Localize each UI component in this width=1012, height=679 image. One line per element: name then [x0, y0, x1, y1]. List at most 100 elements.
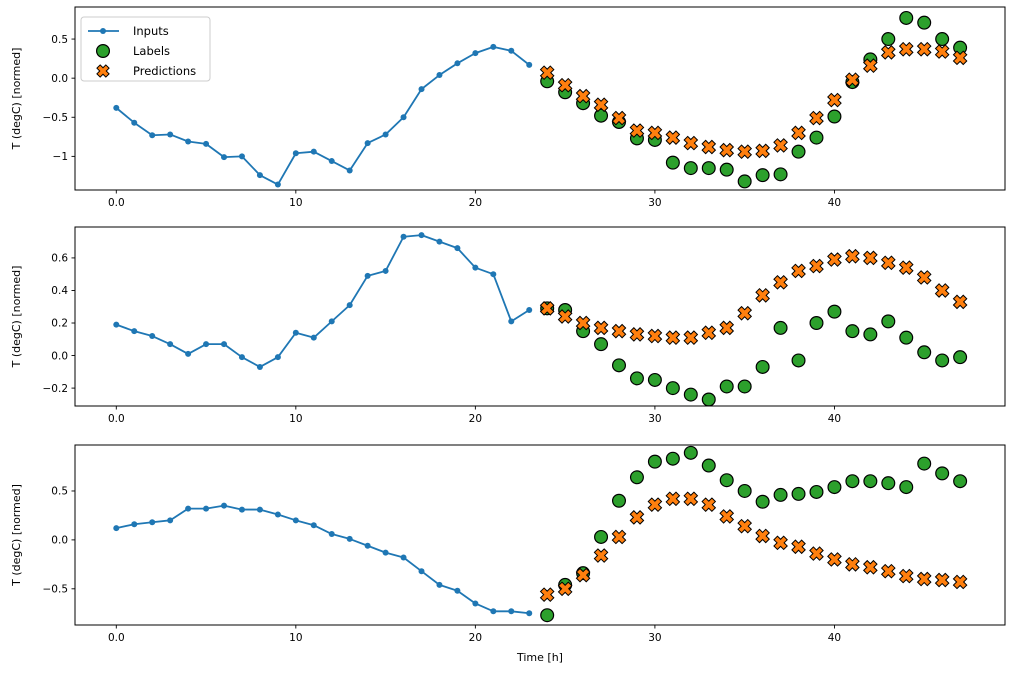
predictions-point	[880, 255, 896, 271]
labels-point	[881, 476, 896, 491]
predictions-point	[862, 58, 878, 74]
predictions-point	[737, 144, 753, 160]
predictions-point	[845, 248, 860, 264]
inputs-line	[115, 45, 530, 186]
y-tick-label: 0.4	[51, 285, 68, 297]
predictions-point	[952, 50, 968, 66]
predictions-point	[629, 510, 645, 525]
panel-2: 0.0 10 20 30 40 0.6 0.4 0.2 0.0 −0.2 T (degC) [nor…	[10, 226, 1006, 425]
labels-point	[701, 392, 716, 407]
predictions-point	[629, 327, 645, 342]
y-tick-label: 0.0	[51, 73, 68, 85]
y-tick-label: 0.0	[51, 350, 68, 362]
x-tick-label: 0.0	[108, 197, 125, 209]
inputs-point	[185, 350, 192, 357]
predictions-point	[719, 509, 735, 524]
labels-point	[540, 608, 555, 623]
labels-point	[701, 458, 716, 473]
inputs-point	[274, 354, 281, 361]
predictions-point	[845, 556, 860, 572]
inputs-point	[364, 272, 371, 279]
inputs-point	[400, 114, 407, 121]
inputs-point	[346, 302, 353, 309]
predictions-point	[683, 491, 699, 507]
inputs-point	[490, 271, 497, 278]
inputs-point	[274, 181, 281, 188]
x-tick-label: 40	[828, 632, 841, 644]
inputs-point	[454, 60, 461, 67]
inputs-point	[364, 140, 371, 147]
predictions-point	[880, 563, 896, 579]
predictions-point	[934, 572, 950, 588]
y-tick-label: −1	[53, 151, 68, 163]
predictions-point	[719, 320, 735, 336]
predictions-point	[611, 529, 627, 545]
labels-point	[755, 494, 770, 509]
inputs-point	[454, 587, 461, 594]
labels-point	[683, 445, 698, 460]
predictions-point	[593, 548, 609, 563]
predictions-point	[539, 65, 555, 81]
inputs-point	[221, 341, 228, 348]
y-tick-label: −0.5	[43, 584, 69, 596]
inputs-point	[238, 506, 245, 513]
labels-point	[629, 371, 644, 386]
predictions-point	[916, 41, 932, 57]
inputs-point	[310, 334, 317, 341]
predictions-point	[898, 260, 914, 276]
predictions-point	[665, 330, 681, 346]
labels-point	[791, 353, 806, 368]
labels-point	[845, 324, 860, 339]
predictions-point	[701, 139, 717, 155]
labels-point	[629, 470, 644, 485]
predictions-point	[773, 138, 788, 153]
legend-label: Labels	[133, 44, 170, 58]
predictions-point	[575, 567, 591, 583]
inputs-point	[185, 138, 192, 145]
labels-scatter	[540, 445, 968, 623]
inputs-point	[508, 318, 515, 325]
inputs-point	[256, 363, 263, 370]
y-axis-label: T (degC) [normed]	[10, 484, 23, 587]
labels-point	[683, 387, 698, 402]
inputs-point	[328, 158, 335, 165]
labels-point	[683, 161, 698, 176]
predictions-point	[809, 258, 824, 274]
labels-point	[755, 359, 770, 374]
labels-point	[594, 337, 609, 352]
inputs-point	[131, 521, 138, 528]
inputs-point	[508, 47, 515, 54]
predictions-point	[647, 328, 663, 344]
predictions-point	[827, 252, 842, 267]
x-axis-label: Time [h]	[516, 651, 563, 664]
predictions-point	[611, 110, 627, 126]
inputs-point	[292, 517, 299, 524]
inputs-line-markers	[113, 43, 533, 188]
inputs-point	[454, 245, 461, 252]
labels-point	[917, 15, 932, 30]
labels-point	[809, 316, 824, 331]
inputs-point	[256, 172, 263, 179]
predictions-point	[791, 263, 806, 279]
labels-point	[935, 353, 950, 368]
x-tick-label: 10	[289, 413, 302, 425]
inputs-point	[167, 341, 174, 348]
labels-point	[881, 314, 896, 329]
y-tick-label: 0.2	[51, 318, 68, 330]
inputs-point	[203, 140, 210, 147]
y-tick-label: 0.6	[51, 253, 68, 265]
predictions-point	[916, 571, 932, 587]
predictions-point	[593, 97, 609, 113]
predictions-point	[755, 528, 770, 544]
labels-point	[953, 350, 968, 365]
predictions-point	[557, 309, 573, 324]
inputs-point	[472, 264, 479, 271]
predictions-scatter	[539, 248, 968, 346]
legend-labels-marker	[95, 43, 110, 58]
x-tick-label: 20	[469, 413, 482, 425]
y-axis-label: T (degC) [normed]	[10, 266, 23, 369]
inputs-point	[526, 61, 533, 68]
predictions-point	[737, 305, 753, 321]
predictions-scatter	[539, 491, 968, 603]
predictions-point	[755, 287, 770, 303]
